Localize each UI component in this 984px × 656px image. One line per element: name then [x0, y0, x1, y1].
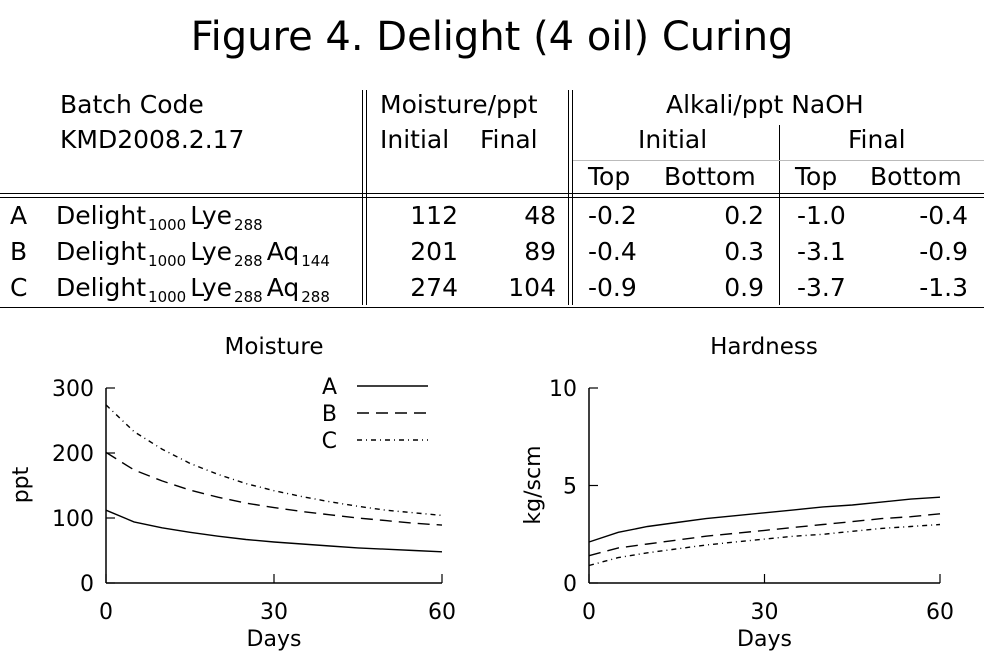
alkali-final-bottom: -0.9: [919, 237, 968, 266]
legend-label: C: [322, 429, 337, 454]
y-tick-label: 5: [563, 475, 577, 500]
legend-label: B: [322, 402, 337, 427]
moisture-final: 104: [508, 273, 556, 302]
alkali-initial-top: -0.9: [588, 273, 637, 302]
alkali-initial-top: -0.2: [588, 201, 637, 230]
moisture-initial-header: Initial: [380, 125, 450, 154]
y-tick-label: 200: [52, 442, 94, 467]
alkali-final-top: -3.1: [797, 237, 846, 266]
batch-code-value: KMD2008.2.17: [60, 125, 245, 154]
y-tick-label: 0: [563, 572, 577, 597]
table-subrule: [573, 160, 984, 161]
chart-title: Hardness: [710, 334, 818, 360]
alkali-final-top-header: Top: [795, 162, 838, 191]
moisture-initial: 274: [410, 273, 458, 302]
x-tick-label: 60: [428, 600, 456, 625]
chart-title: Moisture: [225, 334, 324, 360]
alkali-final-bottom-header: Bottom: [870, 162, 962, 191]
table-rule: [0, 197, 984, 198]
table-rule: [0, 193, 984, 194]
moisture-header: Moisture/ppt: [380, 90, 538, 119]
x-tick-label: 0: [99, 600, 113, 625]
legend-label: A: [322, 375, 337, 400]
x-tick-label: 0: [582, 600, 596, 625]
row-formula: Delight 1000 Lye 288 Aq 288: [56, 273, 330, 306]
alkali-final-top: -3.7: [797, 273, 846, 302]
alkali-final-bottom: -0.4: [919, 201, 968, 230]
y-tick-label: 10: [549, 377, 577, 402]
y-axis-label: ppt: [9, 466, 34, 503]
table-divider: [779, 125, 780, 305]
alkali-initial-bottom: 0.9: [724, 273, 764, 302]
x-axis-label: Days: [247, 627, 302, 652]
row-id: C: [10, 273, 28, 302]
alkali-final-top: -1.0: [797, 201, 846, 230]
moisture-initial: 201: [410, 237, 458, 266]
row-formula: Delight 1000 Lye 288: [56, 201, 263, 234]
figure-title: Figure 4. Delight (4 oil) Curing: [190, 14, 794, 60]
series-line-a: [588, 496, 941, 543]
row-id: B: [10, 237, 28, 266]
series-line-a: [105, 509, 443, 553]
moisture-final: 89: [524, 237, 556, 266]
table-rule: [0, 307, 984, 308]
y-tick-label: 0: [80, 572, 94, 597]
moisture-final: 48: [524, 201, 556, 230]
x-tick-label: 30: [751, 600, 779, 625]
x-tick-label: 30: [260, 600, 288, 625]
y-tick-label: 300: [52, 377, 94, 402]
x-axis-label: Days: [737, 627, 792, 652]
moisture-final-header: Final: [480, 125, 538, 154]
series-line-c: [588, 523, 941, 567]
y-tick-label: 100: [52, 507, 94, 532]
alkali-header: Alkali/ppt NaOH: [666, 90, 864, 119]
alkali-initial-top-header: Top: [588, 162, 631, 191]
alkali-initial-bottom: 0.3: [724, 237, 764, 266]
alkali-initial-bottom-header: Bottom: [664, 162, 756, 191]
alkali-final-header: Final: [848, 125, 906, 154]
alkali-initial-header: Initial: [638, 125, 708, 154]
alkali-final-bottom: -1.3: [919, 273, 968, 302]
alkali-initial-top: -0.4: [588, 237, 637, 266]
series-line-c: [105, 404, 443, 517]
row-id: A: [10, 201, 28, 230]
moisture-initial: 112: [410, 201, 458, 230]
y-axis-label: kg/scm: [521, 445, 546, 524]
series-line-b: [588, 513, 941, 557]
series-line-b: [105, 451, 443, 526]
alkali-initial-bottom: 0.2: [724, 201, 764, 230]
batch-code-label: Batch Code: [60, 90, 204, 119]
row-formula: Delight 1000 Lye 288 Aq 144: [56, 237, 330, 270]
x-tick-label: 60: [926, 600, 954, 625]
